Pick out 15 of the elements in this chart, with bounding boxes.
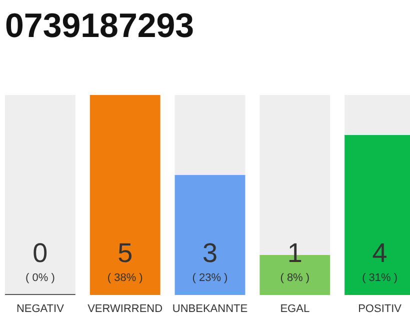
x-tick-label: UNBEKANNTE — [172, 303, 248, 315]
annotation: ( 38% ) — [107, 272, 143, 284]
data-label: 0 — [32, 238, 48, 268]
chart-title: 0739187293 — [5, 7, 194, 45]
x-tick-label: EGAL — [280, 303, 310, 315]
x-tick-label: VERWIRREND — [88, 303, 163, 315]
annotation: ( 23% ) — [192, 272, 228, 284]
x-tick-label: POSITIV — [358, 303, 402, 315]
annotation: ( 0% ) — [26, 272, 55, 284]
data-label: 3 — [202, 238, 218, 268]
annotation: ( 8% ) — [280, 272, 310, 284]
data-label: 4 — [372, 238, 388, 268]
annotation: ( 31% ) — [362, 272, 398, 284]
data-label: 5 — [118, 238, 133, 268]
x-tick-label: NEGATIV — [16, 303, 65, 315]
